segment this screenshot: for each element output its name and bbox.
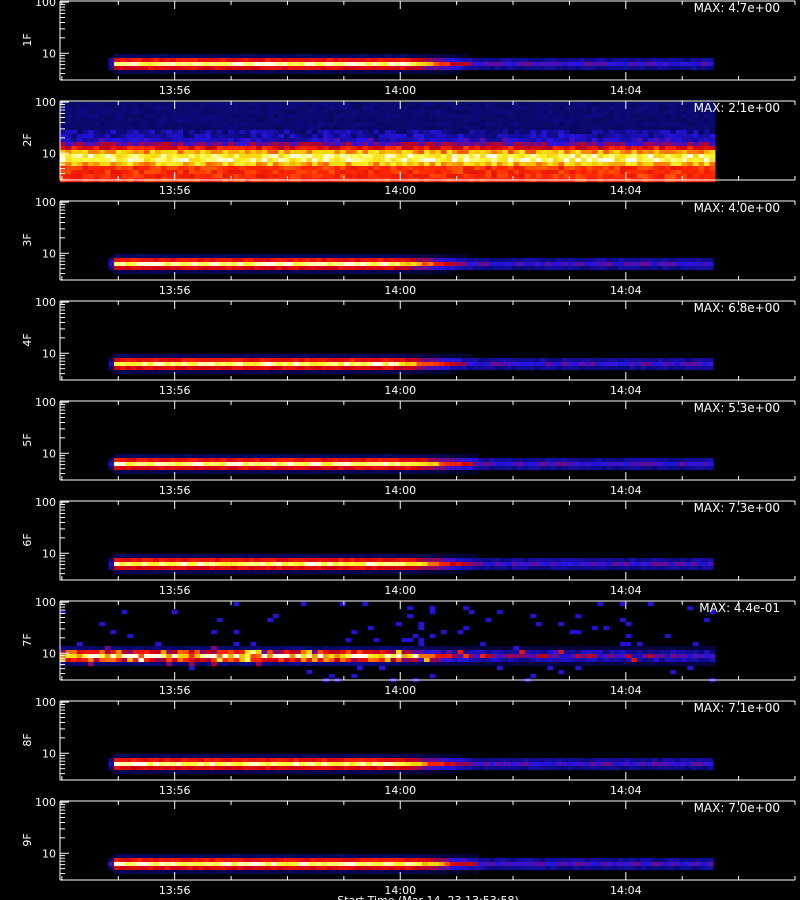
x-tick-label: 14:04 [610,484,642,497]
panel-1F: 100 10 13:56 14:00 14:04 1F MAX: 4.7e+00 [21,0,796,97]
y-tick-label: 10 [42,847,56,860]
panel-2F: 100 10 13:56 14:00 14:04 2F MAX: 2.1e+00 [21,96,796,197]
y-tick-label: 10 [42,47,56,60]
panel-name-label: 8F [21,733,34,746]
max-value-label: MAX: 5.3e+00 [694,401,780,415]
panel-9F: 100 10 13:56 14:00 14:04 9F MAX: 7.0e+00 [21,796,796,897]
x-tick-label: 13:56 [159,584,191,597]
x-tick-label: 13:56 [159,484,191,497]
max-value-label: MAX: 7.0e+00 [694,801,780,815]
panel-name-label: 1F [21,33,34,46]
y-tick-label: 100 [35,496,56,509]
panel-name-label: 2F [21,133,34,146]
heatmap-cells [108,354,714,375]
max-value-label: MAX: 6.8e+00 [694,301,780,315]
panel-name-label: 3F [21,233,34,246]
x-tick-label: 14:00 [384,484,416,497]
y-tick-label: 10 [42,147,56,160]
x-tick-label: 13:56 [159,284,191,297]
heatmap-cells [108,454,714,475]
panel-7F: 100 10 13:56 14:00 14:04 7F MAX: 4.4e-01 [21,596,796,697]
panel-6F: 100 10 13:56 14:00 14:04 6F MAX: 7.3e+00 [21,496,796,597]
panel-8F: 100 10 13:56 14:00 14:04 8F MAX: 7.1e+00 [21,696,796,797]
heatmap-cells [108,754,714,775]
x-tick-label: 14:00 [384,284,416,297]
heatmap-cells [108,254,714,275]
y-tick-label: 10 [42,547,56,560]
x-tick-label: 14:04 [610,284,642,297]
x-tick-label: 14:04 [610,584,642,597]
x-tick-label: 13:56 [159,684,191,697]
y-tick-label: 100 [35,796,56,809]
panel-3F: 100 10 13:56 14:00 14:04 3F MAX: 4.0e+00 [21,196,796,297]
x-tick-label: 14:04 [610,784,642,797]
y-tick-label: 100 [35,396,56,409]
max-value-label: MAX: 4.0e+00 [694,201,780,215]
x-tick-label: 14:04 [610,384,642,397]
panel-4F: 100 10 13:56 14:00 14:04 4F MAX: 6.8e+00 [21,296,796,397]
max-value-label: MAX: 2.1e+00 [694,101,780,115]
x-tick-label: 13:56 [159,884,191,897]
max-value-label: MAX: 7.1e+00 [694,701,780,715]
heatmap-cells [60,102,716,183]
x-tick-label: 14:04 [610,684,642,697]
heatmap-cells [60,602,716,683]
y-tick-label: 10 [42,247,56,260]
panel-name-label: 7F [21,633,34,646]
heatmap-cells [108,554,714,575]
x-tick-label: 14:00 [384,684,416,697]
x-tick-label: 14:00 [384,84,416,97]
heatmap-cells [108,854,714,875]
y-tick-label: 100 [35,196,56,209]
panel-name-label: 5F [21,433,34,446]
x-tick-label: 14:00 [384,584,416,597]
max-value-label: MAX: 4.4e-01 [699,601,780,615]
x-axis-title: Start Time (Mar 14, 23 13:53:58) [337,894,519,900]
x-tick-label: 14:04 [610,884,642,897]
panel-5F: 100 10 13:56 14:00 14:04 5F MAX: 5.3e+00 [21,396,796,497]
x-tick-label: 13:56 [159,384,191,397]
y-tick-label: 100 [35,596,56,609]
x-tick-label: 14:04 [610,84,642,97]
panel-name-label: 4F [21,333,34,346]
x-tick-label: 14:00 [384,184,416,197]
max-value-label: MAX: 4.7e+00 [694,1,780,15]
y-tick-label: 10 [42,347,56,360]
panel-name-label: 6F [21,533,34,546]
x-tick-label: 14:04 [610,184,642,197]
panel-name-label: 9F [21,833,34,846]
x-tick-label: 13:56 [159,84,191,97]
x-tick-label: 13:56 [159,784,191,797]
y-tick-label: 10 [42,747,56,760]
max-value-label: MAX: 7.3e+00 [694,501,780,515]
y-tick-label: 100 [35,0,56,9]
y-tick-label: 100 [35,96,56,109]
heatmap-cells [108,54,714,75]
y-tick-label: 100 [35,696,56,709]
x-tick-label: 13:56 [159,184,191,197]
y-tick-label: 10 [42,447,56,460]
x-tick-label: 14:00 [384,384,416,397]
x-tick-label: 14:00 [384,884,416,897]
x-tick-label: 14:00 [384,784,416,797]
y-tick-label: 100 [35,296,56,309]
y-tick-label: 10 [42,647,56,660]
